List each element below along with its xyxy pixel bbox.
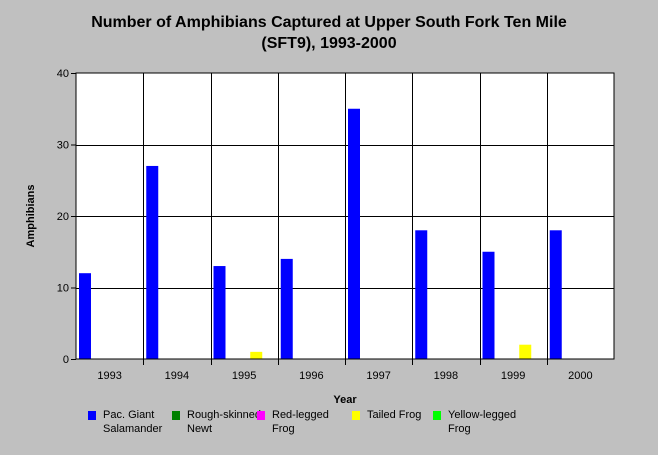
legend-swatch xyxy=(172,411,180,420)
y-axis-label: Amphibians xyxy=(25,185,37,248)
legend-swatch xyxy=(88,411,96,420)
chart-title-line-2: (SFT9), 1993-2000 xyxy=(261,35,397,52)
bar-pac-giant-salamander-1999 xyxy=(482,251,495,359)
legend-label: Pac. Giant Salamander xyxy=(103,409,163,435)
x-axis-label: Year xyxy=(333,394,357,406)
legend-label: Tailed Frog xyxy=(367,409,422,421)
bar-tailed-frog-1999 xyxy=(519,344,532,359)
bar-pac-giant-salamander-1996 xyxy=(280,258,293,359)
legend-swatch xyxy=(257,411,265,420)
legend-label: Yellow-legged Frog xyxy=(448,409,517,435)
x-tick-label: 2000 xyxy=(568,370,592,382)
bar-pac-giant-salamander-1993 xyxy=(79,273,91,359)
x-axis: 1993 1994 1995 1996 1997 1998 1999 2000 xyxy=(97,370,592,382)
legend-swatch xyxy=(352,411,360,420)
y-tick-label: 20 xyxy=(57,211,69,223)
bar-tailed-frog-1995 xyxy=(250,351,263,359)
y-tick-label: 40 xyxy=(57,68,69,80)
x-tick-label: 1995 xyxy=(232,370,256,382)
y-tick-label: 30 xyxy=(57,140,69,152)
chart-title-line-1: Number of Amphibians Captured at Upper S… xyxy=(91,14,567,31)
x-tick-label: 1994 xyxy=(165,370,189,382)
x-tick-label: 1996 xyxy=(299,370,323,382)
x-tick-label: 1999 xyxy=(501,370,525,382)
x-tick-label: 1998 xyxy=(434,370,458,382)
x-tick-label: 1997 xyxy=(366,370,390,382)
bar-pac-giant-salamander-1995 xyxy=(213,266,226,359)
legend: Pac. Giant Salamander Rough-skinned Newt R… xyxy=(0,408,658,448)
legend-label: Red-legged Frog xyxy=(272,409,329,435)
y-tick-label: 0 xyxy=(63,354,69,366)
x-tick-label: 1993 xyxy=(97,370,121,382)
legend-label: Rough-skinned Newt xyxy=(187,409,261,435)
chart-title: Number of Amphibians Captured at Upper S… xyxy=(0,12,658,54)
bar-chart: 0 10 20 30 40 1993 1994 1995 1996 1997 1998 1999 20… xyxy=(25,68,615,406)
y-axis: 0 10 20 30 40 xyxy=(57,68,76,366)
y-tick-label: 10 xyxy=(57,283,69,295)
legend-swatch xyxy=(433,411,441,420)
bars-group xyxy=(79,108,562,359)
bar-pac-giant-salamander-1997 xyxy=(348,108,360,359)
bar-pac-giant-salamander-1994 xyxy=(146,165,159,359)
bar-pac-giant-salamander-1998 xyxy=(415,230,428,359)
grid-lines xyxy=(76,73,614,365)
bar-pac-giant-salamander-2000 xyxy=(549,230,562,359)
